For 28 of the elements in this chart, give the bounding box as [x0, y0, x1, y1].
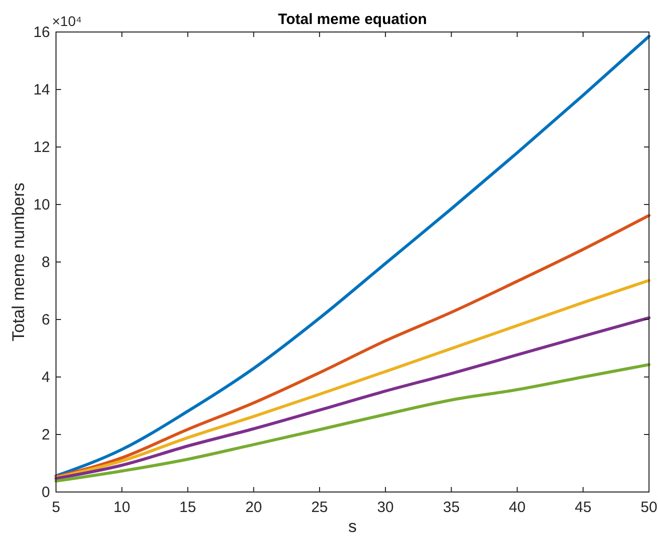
chart-title: Total meme equation [278, 11, 427, 28]
line-series [54, 34, 650, 478]
x-tick-label: 25 [311, 499, 328, 516]
y-tick-label: 8 [42, 254, 50, 271]
x-tick-label: 10 [114, 499, 130, 516]
line-series [54, 316, 650, 480]
text: ×10⁴ [52, 13, 82, 29]
y-tick-label: 4 [42, 369, 50, 386]
x-axis-title: s [348, 517, 357, 536]
y-tick-label: 0 [42, 484, 50, 501]
y-tick-label: 2 [42, 426, 50, 444]
line-series [54, 278, 650, 480]
x-tick-label: 15 [179, 499, 196, 516]
x-tick-label: 20 [245, 499, 262, 516]
y-axis-title: Total meme numbers [9, 182, 28, 342]
x-tick-label: 40 [508, 499, 526, 516]
x-tick-label: 35 [442, 499, 460, 516]
x-tick-label: 5 [52, 499, 60, 516]
y-tick-label: 12 [33, 139, 50, 156]
y-tick-label: 10 [33, 196, 50, 214]
x-tick-label: 50 [640, 499, 658, 516]
x-tick-label: 45 [574, 499, 592, 516]
y-tick-label: 6 [42, 312, 50, 328]
line-series [54, 363, 650, 483]
x-tick-label: 30 [377, 499, 394, 516]
y-tick-label: 16 [33, 24, 50, 41]
y-tick-label: 14 [33, 82, 50, 98]
line-series [54, 214, 650, 478]
